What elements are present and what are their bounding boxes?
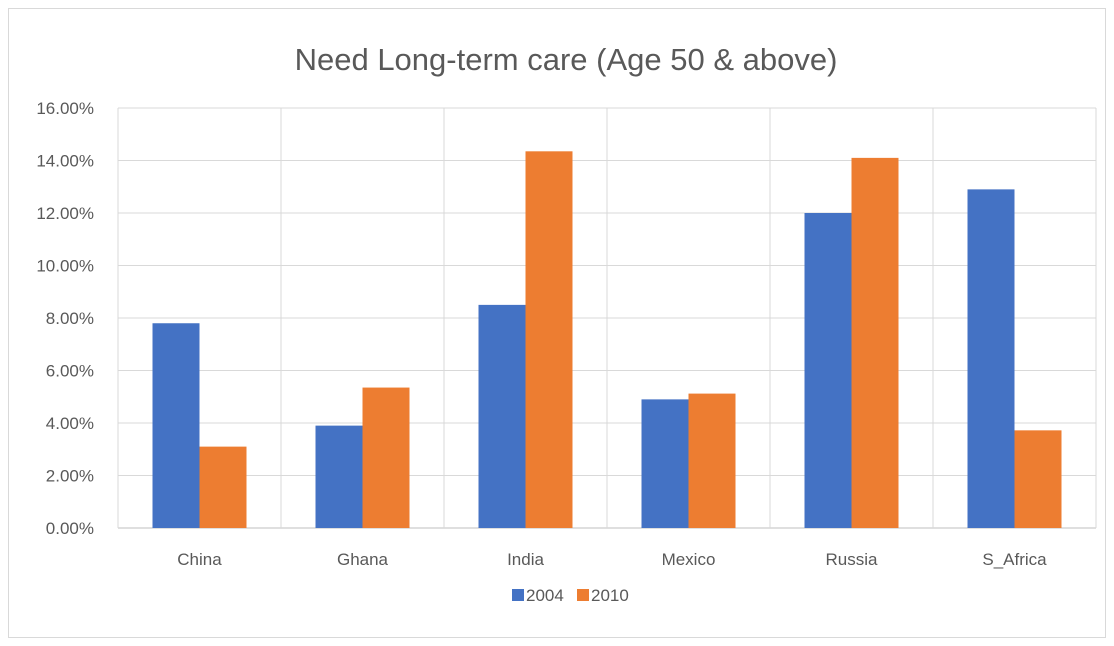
y-tick-label: 16.00% <box>36 99 94 118</box>
x-tick-label: Ghana <box>337 550 389 569</box>
legend-swatch-2010 <box>577 589 589 601</box>
legend: 2004 2010 <box>512 586 629 605</box>
x-tick-label: Mexico <box>662 550 716 569</box>
x-tick-label: China <box>177 550 222 569</box>
bar-2010-india <box>525 151 573 528</box>
y-tick-label: 10.00% <box>36 257 94 276</box>
x-tick-label: Russia <box>826 550 879 569</box>
legend-label-2004: 2004 <box>526 586 564 605</box>
bar-2004-ghana <box>315 425 363 528</box>
x-axis-labels: China Ghana India Mexico Russia S_Africa <box>177 550 1047 569</box>
y-tick-label: 4.00% <box>46 414 94 433</box>
x-tick-label: S_Africa <box>982 550 1047 569</box>
y-axis-ticks: 0.00% 2.00% 4.00% 6.00% 8.00% 10.00% 12.00% 14.… <box>36 99 94 538</box>
gridlines <box>117 107 1097 529</box>
bar-2010-china <box>199 446 247 528</box>
bar-2004-china <box>152 323 200 528</box>
bar-2010-ghana <box>362 387 410 528</box>
bar-2004-india <box>478 304 526 528</box>
y-tick-label: 12.00% <box>36 204 94 223</box>
bar-2010-russia <box>851 157 899 528</box>
y-tick-label: 0.00% <box>46 519 94 538</box>
bar-2004-russia <box>804 213 852 528</box>
y-tick-label: 6.00% <box>46 362 94 381</box>
legend-label-2010: 2010 <box>591 586 629 605</box>
bar-2010-s_africa <box>1014 430 1062 528</box>
bar-2004-s_africa <box>967 189 1015 528</box>
x-tick-label: India <box>507 550 544 569</box>
bar-2004-mexico <box>641 399 689 528</box>
bars <box>152 151 1062 528</box>
legend-swatch-2004 <box>512 589 524 601</box>
y-tick-label: 8.00% <box>46 309 94 328</box>
bar-2010-mexico <box>688 393 736 528</box>
chart-title: Need Long-term care (Age 50 & above) <box>295 42 838 77</box>
y-tick-label: 2.00% <box>46 467 94 486</box>
y-tick-label: 14.00% <box>36 152 94 171</box>
